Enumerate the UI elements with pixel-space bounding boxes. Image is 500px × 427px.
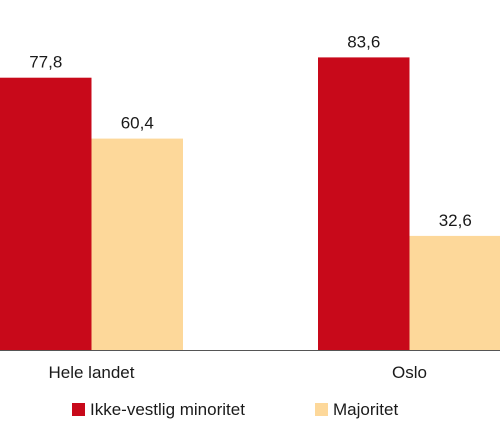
x-tick-label-1: Oslo: [392, 363, 427, 382]
x-tick-labels-group: Hele landet Oslo: [48, 363, 426, 382]
legend-swatch-minority: [72, 403, 85, 416]
legend: Ikke-vestlig minoritet Majoritet: [72, 400, 398, 419]
legend-label-minority: Ikke-vestlig minoritet: [90, 400, 245, 419]
legend-swatch-majority: [315, 403, 328, 416]
x-tick-label-0: Hele landet: [48, 363, 134, 382]
legend-label-majority: Majoritet: [333, 400, 398, 419]
bar-majority-1: [410, 236, 500, 350]
bar-minority-1: [318, 57, 410, 350]
value-label-minority-1: 83,6: [347, 32, 380, 51]
bars-group: [0, 57, 500, 350]
value-label-majority-1: 32,6: [439, 211, 472, 230]
value-label-majority-0: 60,4: [121, 114, 154, 133]
value-label-minority-0: 77,8: [29, 53, 62, 72]
bar-minority-0: [0, 78, 92, 350]
bar-majority-0: [92, 139, 184, 350]
